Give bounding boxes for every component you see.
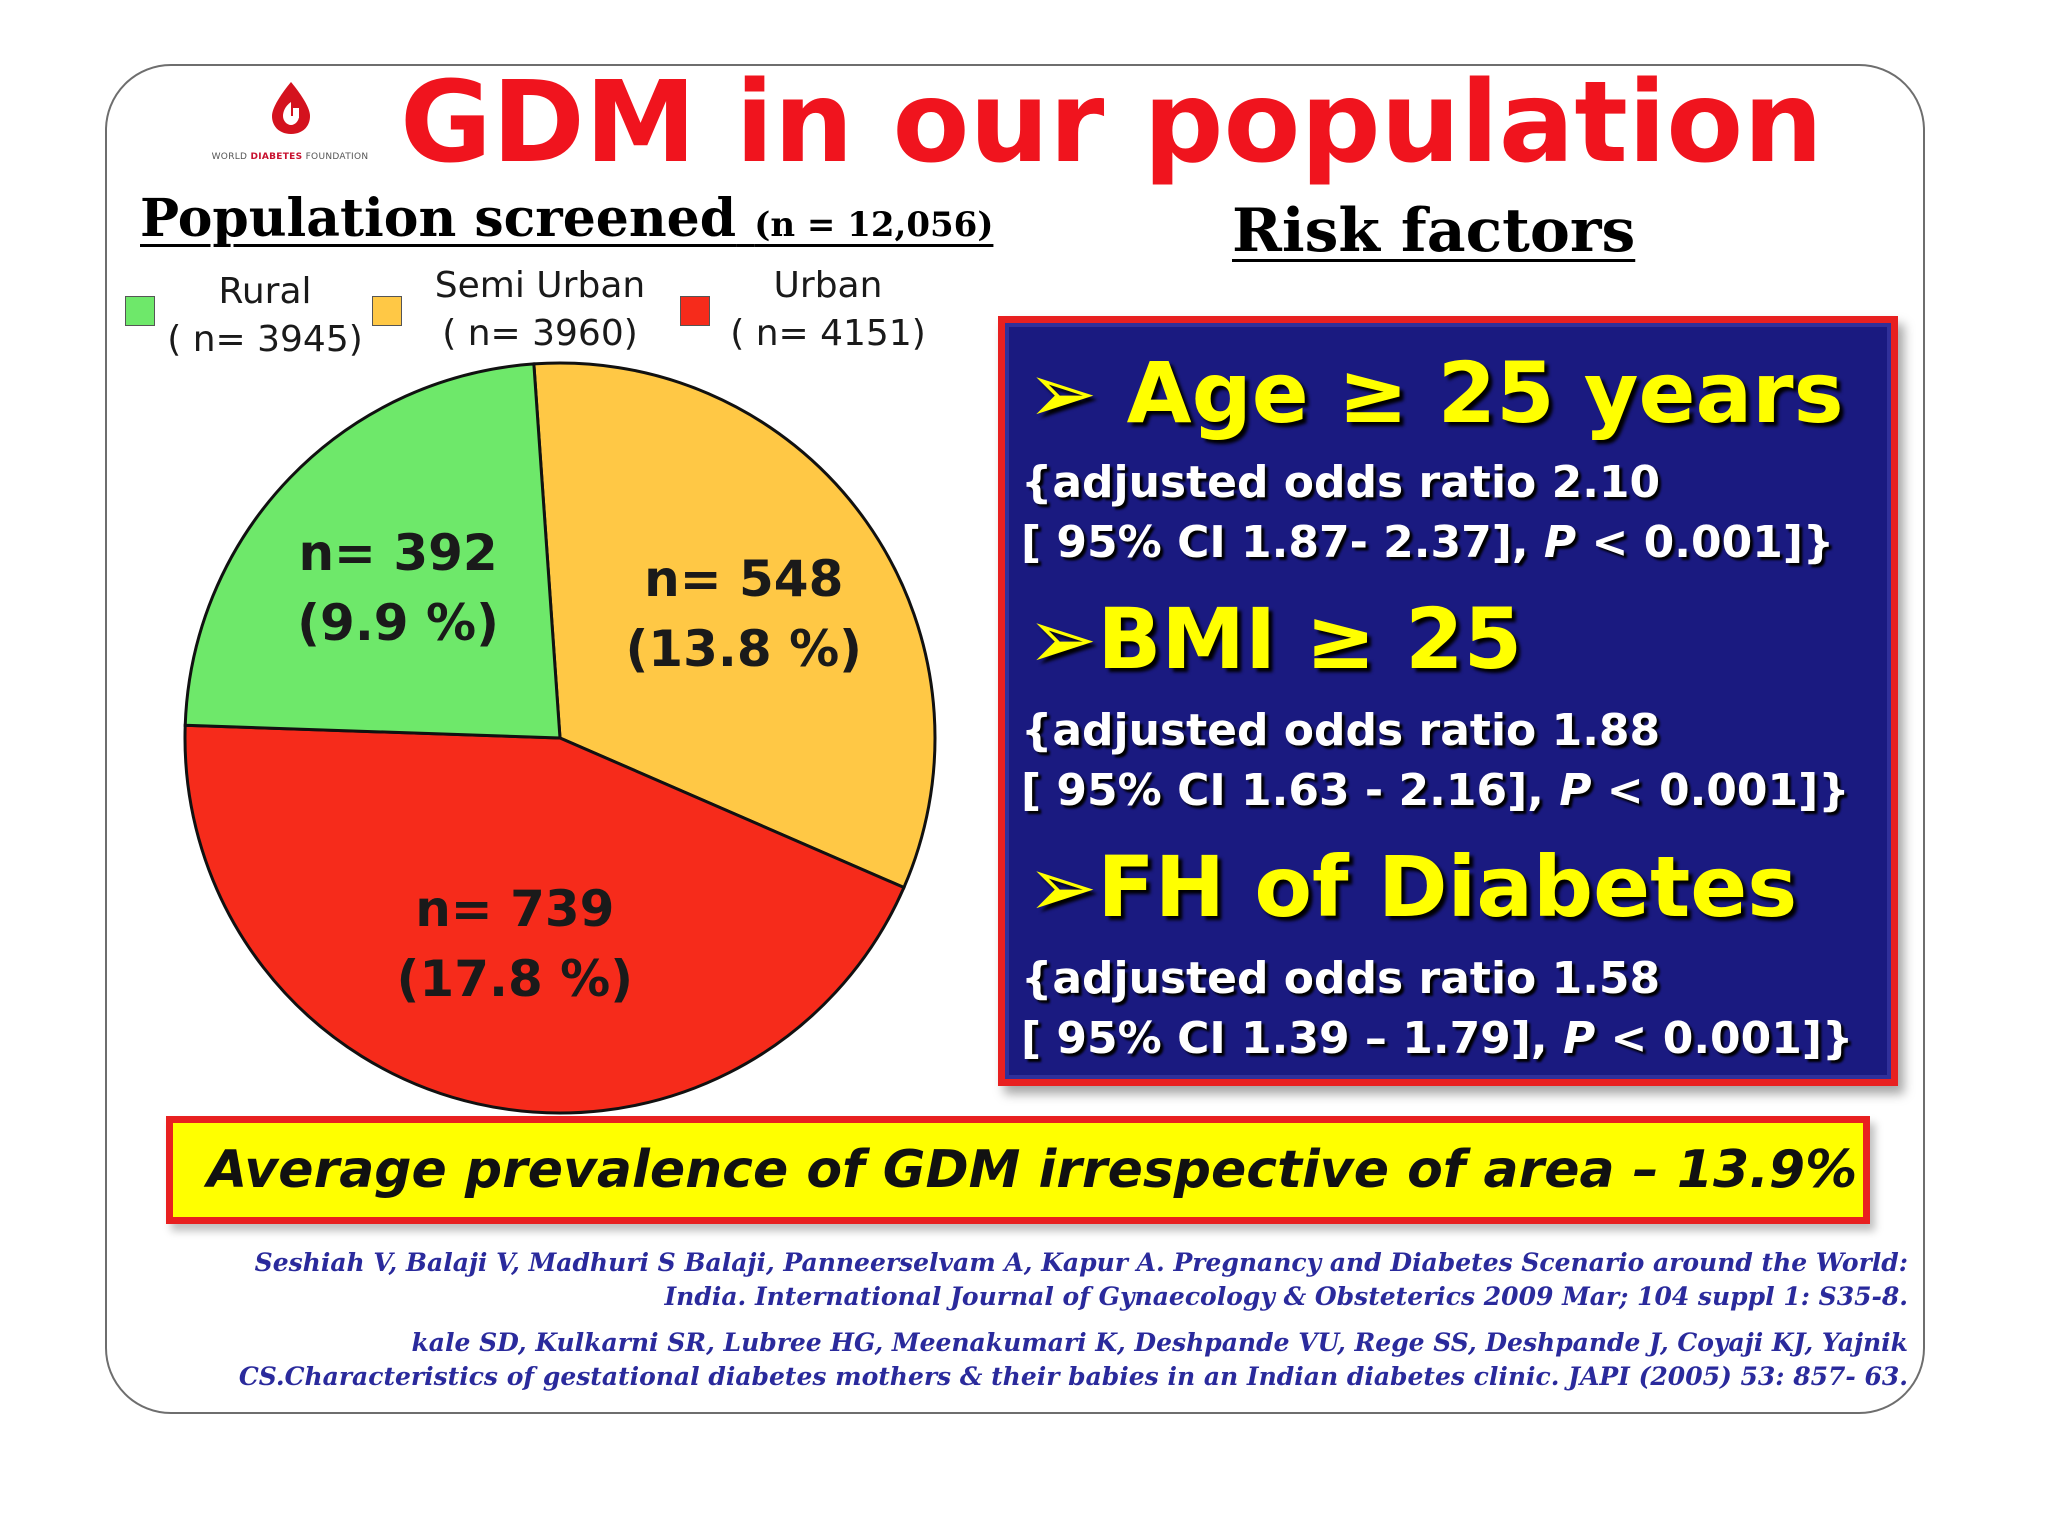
risk-title-age: ➢ Age ≥ 25 years [1027, 343, 1844, 443]
pie-slice-rural [183, 362, 562, 740]
slide-title: GDM in our population [400, 58, 1823, 188]
legend-label-urban: Urban ( n= 4151) [718, 262, 938, 358]
legend-label-semi-urban: Semi Urban ( n= 3960) [420, 262, 660, 358]
risk-detail-family-history-odds: {adjusted odds ratio 1.58 [1021, 953, 1661, 1004]
legend-name-rural: Rural [218, 271, 312, 312]
legend-swatch-urban [680, 296, 710, 326]
legend-name-semi-urban: Semi Urban [434, 265, 646, 306]
blood-drop-icon [272, 82, 310, 134]
world-diabetes-foundation-logo: WORLD DIABETES FOUNDATION [190, 76, 390, 166]
risk-title-family-history: ➢FH of Diabetes [1027, 837, 1797, 937]
pie-label-n-urban: n= 739 [415, 880, 614, 938]
reference-1-line-2: India. International Journal of Gynaecol… [664, 1282, 1908, 1311]
risk-factors-panel: ➢ Age ≥ 25 years {adjusted odds ratio 2.… [998, 316, 1898, 1086]
legend-label-rural: Rural ( n= 3945) [160, 268, 370, 364]
legend-name-urban: Urban [773, 265, 883, 306]
arrow-bullet-icon: ➢ [1027, 344, 1098, 442]
legend-swatch-rural [125, 296, 155, 326]
population-total: (n = 12,056) [754, 205, 994, 245]
risk-title-family-history-text: FH of Diabetes [1097, 838, 1798, 936]
risk-detail-age-odds: {adjusted odds ratio 2.10 [1021, 457, 1661, 508]
population-heading-text: Population screened [140, 188, 737, 249]
arrow-bullet-icon: ➢ [1027, 838, 1098, 936]
reference-2-line-1: kale SD, Kulkarni SR, Lubree HG, Meenaku… [411, 1328, 1908, 1357]
logo-text: WORLD DIABETES FOUNDATION [211, 152, 369, 162]
pie-label-n-rural: n= 392 [298, 524, 497, 582]
risk-title-bmi-text: BMI ≥ 25 [1097, 590, 1523, 688]
legend-n-rural: ( n= 3945) [167, 319, 363, 360]
pie-label-pct-rural: (9.9 %) [297, 594, 499, 652]
reference-1-line-1: Seshiah V, Balaji V, Madhuri S Balaji, P… [254, 1248, 1908, 1277]
risk-factors-heading: Risk factors [1232, 196, 1636, 266]
pie-label-pct-semi-urban: (13.8 %) [625, 620, 862, 678]
risk-title-bmi: ➢BMI ≥ 25 [1027, 589, 1522, 689]
arrow-bullet-icon: ➢ [1027, 590, 1098, 688]
pie-label-n-semi-urban: n= 548 [644, 550, 843, 608]
risk-detail-family-history-ci: [ 95% CI 1.39 – 1.79], P < 0.001]} [1021, 1013, 1854, 1064]
risk-title-age-text: Age ≥ 25 years [1126, 344, 1844, 442]
risk-detail-bmi-ci: [ 95% CI 1.63 - 2.16], P < 0.001]} [1021, 765, 1850, 816]
pie-slice-urban [183, 723, 906, 1115]
pie-slice-semi-urban [532, 361, 937, 890]
risk-detail-age-ci: [ 95% CI 1.87- 2.37], P < 0.001]} [1021, 517, 1835, 568]
risk-detail-bmi-odds: {adjusted odds ratio 1.88 [1021, 705, 1661, 756]
prevalence-banner: Average prevalence of GDM irrespective o… [166, 1116, 1870, 1224]
gdm-pie-chart: n= 392 (9.9 %) n= 548 (13.8 %) n= 739 (17.8 %… [183, 361, 937, 1115]
legend-n-urban: ( n= 4151) [730, 313, 926, 354]
legend-swatch-semi-urban [372, 296, 402, 326]
reference-2-line-2: CS.Characteristics of gestational diabet… [238, 1362, 1908, 1391]
prevalence-text: Average prevalence of GDM irrespective o… [207, 1140, 1858, 1200]
population-heading: Population screened (n = 12,056) [140, 188, 993, 249]
legend-n-semi-urban: ( n= 3960) [442, 313, 638, 354]
pie-label-pct-urban: (17.8 %) [397, 950, 634, 1008]
